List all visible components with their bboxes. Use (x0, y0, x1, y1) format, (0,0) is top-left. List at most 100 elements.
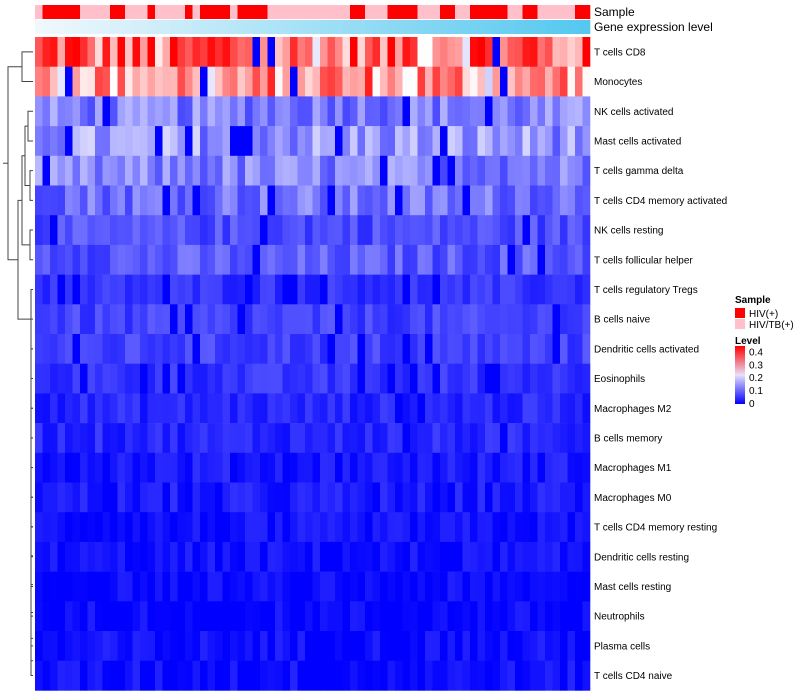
heatmap-cell (492, 512, 501, 543)
heatmap-cell (95, 37, 103, 67)
heatmap-cell (395, 482, 403, 513)
heatmap-cell (200, 512, 208, 543)
heatmap-cell (230, 452, 238, 483)
heatmap-cell (507, 571, 516, 602)
heatmap-cell (312, 37, 321, 67)
heatmap-cell (65, 393, 73, 424)
expression-annotation-cell (582, 20, 591, 34)
heatmap-cell (207, 274, 216, 305)
heatmap-cell (365, 304, 373, 335)
heatmap-cell (72, 541, 81, 572)
heatmap-cell (215, 66, 223, 97)
heatmap-cell (342, 304, 351, 335)
heatmap-cell (282, 334, 291, 364)
heatmap-cell (455, 631, 463, 661)
heatmap-cell (282, 155, 291, 186)
sample-annotation-cell (462, 5, 471, 19)
heatmap-cell (282, 541, 291, 572)
heatmap-cell (267, 541, 276, 572)
heatmap-cell (365, 571, 373, 602)
heatmap-cell (387, 631, 396, 661)
heatmap-cell (117, 631, 126, 661)
heatmap-cell (297, 423, 306, 454)
heatmap-cell (207, 96, 216, 127)
heatmap-cell (357, 363, 366, 394)
expression-annotation-cell (57, 20, 66, 34)
heatmap-cell (170, 393, 178, 424)
heatmap-cell (530, 512, 538, 543)
heatmap-cell (72, 66, 81, 97)
heatmap-cell (440, 660, 448, 691)
heatmap-cell (492, 96, 501, 127)
heatmap-cell (275, 334, 283, 364)
heatmap-cell (245, 393, 253, 424)
heatmap-cell (552, 334, 561, 364)
heatmap-cell (132, 244, 141, 275)
heatmap-cell (320, 215, 328, 246)
heatmap-cell (387, 601, 396, 632)
heatmap-cell (537, 334, 546, 364)
heatmap-cell (432, 126, 441, 157)
sample-annotation-cell (372, 5, 381, 19)
dendrogram-branch (29, 170, 33, 201)
sample-annotation-cell (440, 5, 448, 19)
heatmap-cell (470, 96, 478, 127)
heatmap-cell (252, 512, 261, 543)
expression-annotation-cell (567, 20, 576, 34)
heatmap-cell (162, 423, 171, 454)
expression-annotation-cell (440, 20, 448, 34)
heatmap-cell (110, 631, 118, 661)
heatmap-cell (327, 601, 336, 632)
heatmap-cell (537, 660, 546, 691)
heatmap-cell (65, 244, 73, 275)
legend-swatch-hiv (735, 308, 745, 318)
heatmap-cell (207, 185, 216, 216)
heatmap-cell (410, 274, 418, 305)
expression-annotation-cell (35, 20, 43, 34)
heatmap-cell (260, 452, 268, 483)
heatmap-cell (410, 512, 418, 543)
heatmap-cell (222, 215, 231, 246)
heatmap-cell (170, 215, 178, 246)
heatmap-cell (492, 541, 501, 572)
heatmap-cell (440, 96, 448, 127)
heatmap-cell (575, 423, 583, 454)
heatmap-cell (342, 452, 351, 483)
heatmap-cell (147, 660, 156, 691)
heatmap-cell (132, 96, 141, 127)
heatmap-cell (170, 37, 178, 67)
sample-annotation-cell (507, 5, 516, 19)
heatmap-cell (72, 512, 81, 543)
heatmap-cell (477, 155, 486, 186)
sample-annotation-cell (102, 5, 111, 19)
sample-annotation-cell (522, 5, 531, 19)
heatmap-cell (417, 601, 426, 632)
expression-annotation-cell (87, 20, 96, 34)
heatmap-cell (447, 304, 456, 335)
heatmap-cell (237, 126, 246, 157)
heatmap-cell (102, 393, 111, 424)
heatmap-cell (410, 660, 418, 691)
heatmap-cell (35, 244, 43, 275)
heatmap-cell (477, 66, 486, 97)
heatmap-cell (102, 541, 111, 572)
expression-annotation-cell (252, 20, 261, 34)
heatmap-cell (567, 96, 576, 127)
heatmap-cell (507, 334, 516, 364)
sample-annotation-label: Sample (594, 5, 635, 19)
expression-annotation-cell (42, 20, 51, 34)
heatmap-cell (267, 393, 276, 424)
sample-annotation-cell (185, 5, 193, 19)
heatmap-cell (327, 155, 336, 186)
heatmap-cell (342, 631, 351, 661)
heatmap-cell (245, 126, 253, 157)
heatmap-cell (245, 215, 253, 246)
sample-annotation-cell (327, 5, 336, 19)
heatmap-cell (177, 393, 186, 424)
heatmap-cell (425, 274, 433, 305)
expression-annotation-cell (260, 20, 268, 34)
heatmap-cell (50, 541, 58, 572)
row-label: NK cells resting (594, 226, 663, 237)
heatmap-cell (515, 631, 523, 661)
